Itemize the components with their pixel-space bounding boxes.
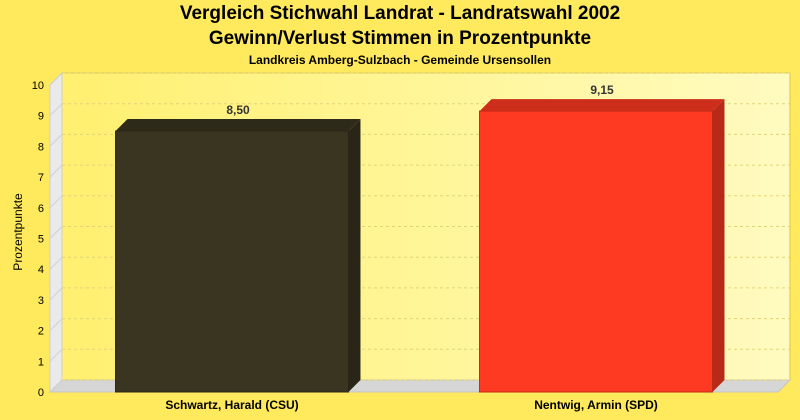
gridline-side [49,287,63,301]
gridline-side [49,256,63,270]
gridline-side [49,318,63,331]
y-tick-label: 1 [38,356,44,368]
y-tick-label: 7 [38,172,44,184]
bar-1 [115,119,361,393]
gridline-side [49,379,63,393]
y-axis-label: Prozentpunkte [11,193,25,271]
y-tick-label: 5 [38,234,44,246]
bar-top [115,119,361,132]
y-tick-label: 8 [38,141,44,153]
y-tick-label: 9 [38,111,44,123]
y-tick-label: 3 [38,295,44,307]
y-tick-label: 6 [38,203,44,215]
gridline-side [49,103,63,117]
chart-title: Vergleich Stichwahl Landrat - Landratswa… [179,3,621,24]
bar-side [712,99,725,392]
gridline-side [49,134,63,147]
gridline-side [49,348,63,362]
bar-top [479,99,725,112]
chart-subtitle: Gewinn/Verlust Stimmen in Prozentpunkte [208,28,592,49]
gridline-side [49,164,63,178]
y-tick-label: 10 [32,80,44,92]
bar-front [115,130,349,393]
y-tick-label: 4 [38,264,44,276]
gridline-side [49,72,63,86]
gridline-side [49,226,63,239]
y-tick-label: 2 [38,326,44,338]
gridline-side [49,195,63,209]
x-category-label: Schwartz, Harald (CSU) [165,398,298,412]
bar-2 [479,99,725,393]
bar-value-label: 8,50 [226,103,250,117]
bar-side [348,119,361,393]
bar-value-label: 9,15 [590,83,614,97]
chart-subsubtitle: Landkreis Amberg-Sulzbach - Gemeinde Urs… [248,53,552,67]
bar-front [479,110,713,393]
y-tick-label: 0 [38,387,44,399]
x-category-label: Nentwig, Armin (SPD) [534,398,658,412]
